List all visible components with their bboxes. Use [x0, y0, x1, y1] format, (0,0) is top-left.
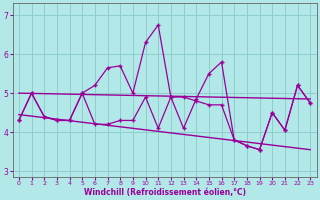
X-axis label: Windchill (Refroidissement éolien,°C): Windchill (Refroidissement éolien,°C) — [84, 188, 245, 197]
